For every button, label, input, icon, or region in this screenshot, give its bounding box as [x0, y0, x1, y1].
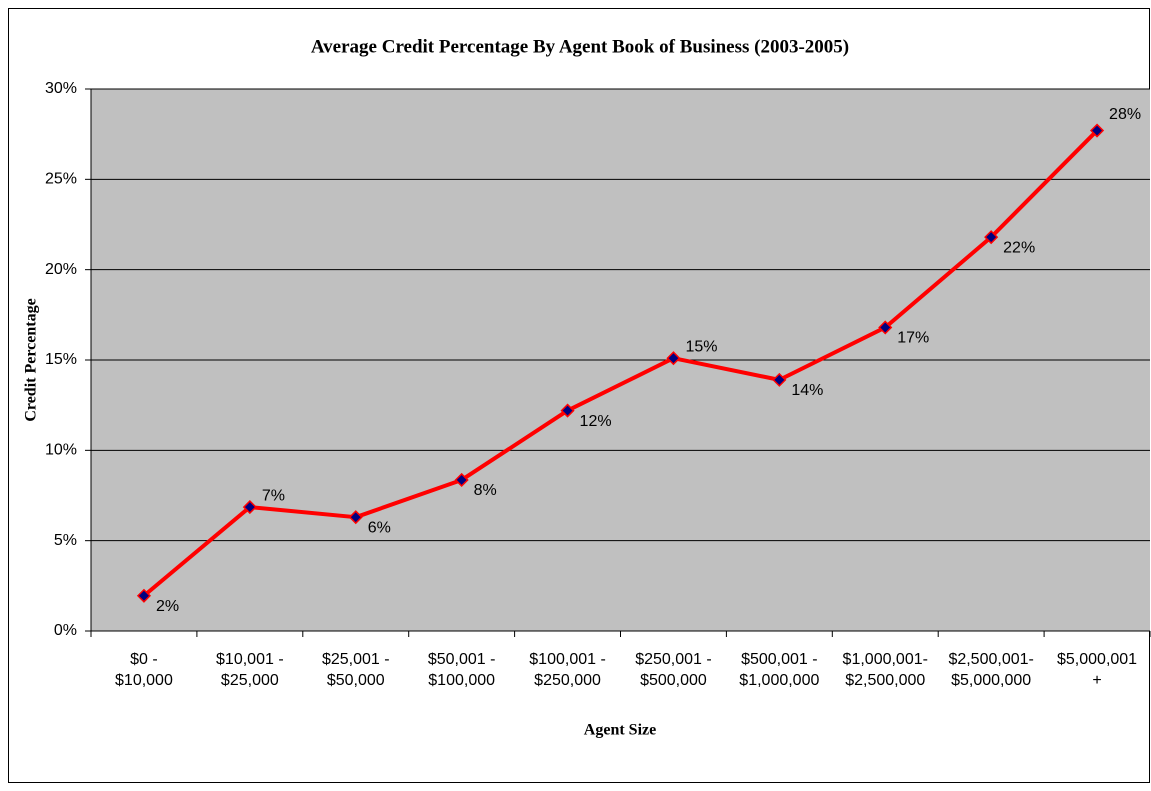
x-tick-label: $5,000,001 + [1057, 651, 1137, 689]
data-label: 12% [580, 413, 612, 430]
x-tick-label-line: $1,000,000 [739, 672, 819, 689]
y-tick-label: 10% [45, 442, 77, 459]
x-tick-label-line: $2,500,000 [845, 672, 925, 689]
x-tick-label-line: $100,000 [428, 672, 495, 689]
marker [666, 351, 681, 366]
marker [984, 230, 999, 245]
x-tick-label-line: $10,001 - [216, 651, 284, 668]
data-label: 22% [1003, 239, 1035, 256]
x-tick-label-line: $0 - [130, 651, 158, 668]
marker [348, 510, 363, 525]
x-tick-label-line: $50,001 - [428, 651, 496, 668]
data-label: 6% [368, 519, 391, 536]
x-tick-label-line: $500,000 [640, 672, 707, 689]
x-tick-label-line: $25,001 - [322, 651, 390, 668]
x-tick-label: $2,500,001- $5,000,000 [948, 651, 1033, 689]
x-tick-label-line: $250,000 [534, 672, 601, 689]
x-tick-label-line: $5,000,001 [1057, 651, 1137, 668]
x-tick-label-line: $50,000 [327, 672, 385, 689]
y-tick-label: 25% [45, 171, 77, 188]
x-tick-label: $0 - $10,000 [115, 651, 173, 689]
x-tick-label-line: $250,001 - [635, 651, 712, 668]
x-tick-label-line: $100,001 - [529, 651, 606, 668]
data-label: 17% [897, 330, 929, 347]
x-tick-label: $500,001 - $1,000,000 [739, 651, 819, 689]
line [142, 129, 1099, 598]
marker [1089, 123, 1105, 138]
marker [560, 403, 575, 418]
marker [772, 372, 787, 387]
x-tick-label: $10,001 - $25,000 [216, 651, 284, 689]
marker [242, 500, 257, 515]
data-label: 7% [262, 487, 285, 504]
x-tick-label: $1,000,001- $2,500,000 [843, 651, 928, 689]
y-tick-label: 5% [54, 532, 77, 549]
x-tick-label: $50,001 - $100,000 [428, 651, 496, 689]
x-tick-label-line: + [1092, 672, 1101, 689]
x-tick-label: $25,001 - $50,000 [322, 651, 390, 689]
y-tick-label: 0% [54, 622, 77, 639]
y-tick-label: 20% [45, 261, 77, 278]
data-label: 15% [685, 338, 717, 355]
data-label: 28% [1109, 106, 1141, 123]
marker [454, 472, 469, 488]
data-label: 2% [156, 598, 179, 615]
y-tick-label: 30% [45, 80, 77, 97]
marker [878, 320, 893, 335]
x-tick-label-line: $5,000,000 [951, 672, 1031, 689]
x-tick-label-line: $500,001 - [741, 651, 818, 668]
x-tick-label-line: $10,000 [115, 672, 173, 689]
y-axis-label: Credit Percentage [23, 298, 40, 421]
y-tick-label: 15% [45, 351, 77, 368]
data-label: 8% [474, 482, 497, 499]
data-label: 14% [791, 382, 823, 399]
x-axis-label: Agent Size [584, 722, 656, 739]
marker [136, 588, 152, 603]
x-tick-label-line: $25,000 [221, 672, 279, 689]
chart-title: Average Credit Percentage By Agent Book … [311, 36, 849, 57]
x-tick-label: $250,001 - $500,000 [635, 651, 712, 689]
x-tick-label-line: $2,500,001- [948, 651, 1033, 668]
x-tick-label-line: $1,000,001- [843, 651, 928, 668]
x-tick-label: $100,001 - $250,000 [529, 651, 606, 689]
